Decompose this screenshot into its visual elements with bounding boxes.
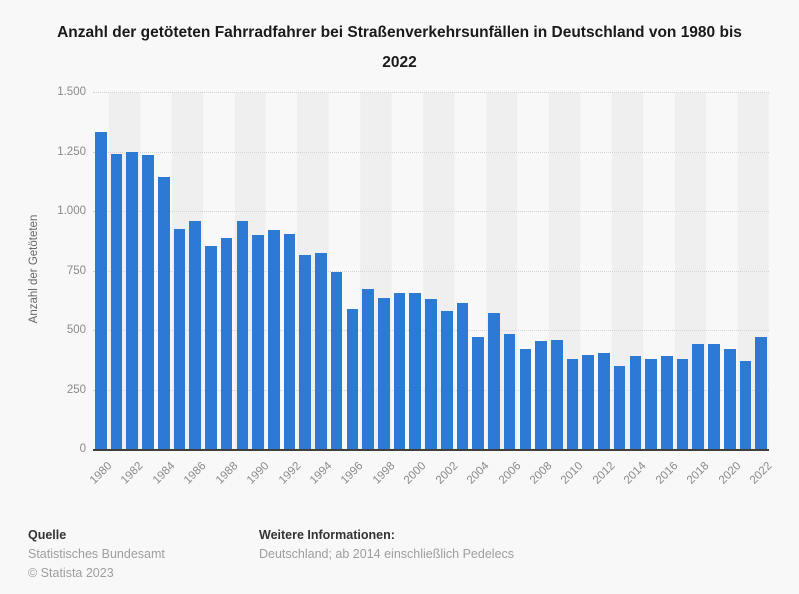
bar-1986 <box>189 221 201 450</box>
bar-2002 <box>440 311 453 450</box>
bar-2015 <box>645 358 657 450</box>
bar-2014 <box>629 355 642 450</box>
y-tick-1.250: 1.250 <box>57 145 86 158</box>
bar-2001 <box>425 298 437 450</box>
bar-2016 <box>660 356 673 450</box>
bar-2017 <box>676 359 689 450</box>
bar-1993 <box>299 255 312 450</box>
bar-2003 <box>456 303 469 450</box>
bar-1992 <box>283 234 296 450</box>
bar-2005 <box>488 313 500 450</box>
bar-2000 <box>409 293 422 450</box>
source-name: Statistisches Bundesamt <box>28 547 165 561</box>
bar-2008 <box>535 341 547 450</box>
bar-2022 <box>755 337 767 450</box>
source-block: Quelle Statistisches Bundesamt © Statist… <box>28 526 165 583</box>
bar-2011 <box>582 355 595 450</box>
bar-2018 <box>692 344 705 450</box>
bar-2009 <box>550 340 563 450</box>
bar-1982 <box>126 151 139 450</box>
y-tick-0: 0 <box>79 443 86 455</box>
y-tick-1.500: 1.500 <box>57 86 86 98</box>
bar-1984 <box>157 176 170 450</box>
bar-1981 <box>110 153 123 450</box>
bar-1980 <box>95 131 107 450</box>
bar-1988 <box>220 237 233 450</box>
bar-2019 <box>708 344 720 450</box>
bar-1987 <box>205 245 217 450</box>
info-text: Deutschland; ab 2014 einschließlich Pede… <box>259 547 515 561</box>
bar-1999 <box>393 292 406 450</box>
y-tick-1.000: 1.000 <box>57 205 86 217</box>
y-tick-500: 500 <box>66 324 86 336</box>
bar-2012 <box>598 353 610 450</box>
bar-2006 <box>503 334 516 450</box>
gridline-1.500 <box>93 92 769 93</box>
y-tick-250: 250 <box>66 383 86 396</box>
chart-title: Anzahl der getöteten Fahrradfahrer bei S… <box>57 24 742 71</box>
bar-1983 <box>142 155 154 450</box>
bar-2004 <box>472 336 484 450</box>
bar-1997 <box>362 289 374 450</box>
bar-1994 <box>315 252 327 450</box>
bar-1998 <box>378 298 390 450</box>
bar-2010 <box>566 359 579 450</box>
bar-1989 <box>236 221 249 450</box>
gridline-1.000 <box>93 211 769 212</box>
y-tick-750: 750 <box>66 264 86 277</box>
bar-2007 <box>519 348 532 450</box>
gridline-750 <box>93 270 769 272</box>
plot-area <box>93 92 769 450</box>
source-label: Quelle <box>28 528 67 542</box>
info-block: Weitere Informationen: Deutschland; ab 2… <box>259 526 514 564</box>
bar-2020 <box>723 348 736 450</box>
x-axis-line <box>93 449 769 451</box>
gridline-1.250 <box>93 151 769 153</box>
bar-2013 <box>613 365 626 450</box>
bar-1985 <box>173 229 186 450</box>
bar-1996 <box>346 309 359 450</box>
bar-1991 <box>267 229 280 450</box>
copyright: © Statista 2023 <box>28 566 114 580</box>
bar-1995 <box>330 271 343 450</box>
bar-2021 <box>739 361 752 450</box>
bar-1990 <box>252 234 264 450</box>
info-label: Weitere Informationen: <box>259 528 395 542</box>
